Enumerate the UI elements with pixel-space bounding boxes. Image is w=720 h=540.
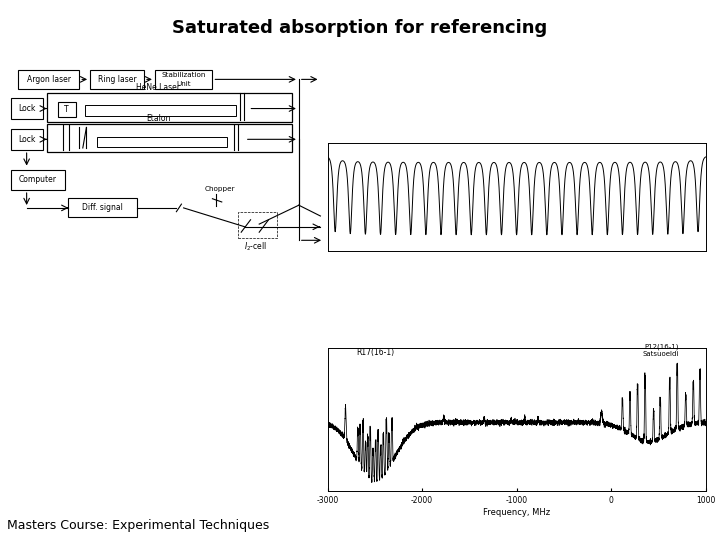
- FancyBboxPatch shape: [47, 124, 292, 152]
- FancyBboxPatch shape: [58, 102, 76, 117]
- FancyBboxPatch shape: [11, 98, 43, 119]
- FancyBboxPatch shape: [47, 93, 292, 122]
- Text: Masters Course: Experimental Techniques: Masters Course: Experimental Techniques: [7, 519, 269, 532]
- Text: Computer: Computer: [19, 176, 57, 184]
- Text: R17(16-1): R17(16-1): [356, 348, 394, 357]
- Text: Lock: Lock: [18, 135, 36, 144]
- FancyBboxPatch shape: [18, 70, 79, 89]
- Text: Argon laser: Argon laser: [27, 75, 71, 84]
- Text: Etalon: Etalon: [146, 114, 171, 123]
- Text: Chopper: Chopper: [204, 186, 235, 192]
- Text: Saturated absorption for referencing: Saturated absorption for referencing: [172, 19, 548, 37]
- FancyBboxPatch shape: [85, 105, 236, 116]
- FancyBboxPatch shape: [97, 137, 227, 147]
- FancyBboxPatch shape: [155, 70, 212, 89]
- Text: $I_2$-cell: $I_2$-cell: [244, 240, 267, 253]
- Text: Diff. signal: Diff. signal: [82, 203, 123, 212]
- Text: P12(16-1)
Satsuoeldi: P12(16-1) Satsuoeldi: [643, 343, 680, 357]
- Text: T: T: [64, 105, 69, 114]
- Text: + Phase sensitive detection
    lock-in principle: + Phase sensitive detection lock-in prin…: [441, 190, 654, 226]
- FancyBboxPatch shape: [90, 70, 144, 89]
- FancyBboxPatch shape: [11, 129, 43, 150]
- FancyBboxPatch shape: [11, 170, 65, 190]
- Text: Ring laser: Ring laser: [98, 75, 136, 84]
- Text: Lock: Lock: [18, 104, 36, 113]
- Text: Unit: Unit: [176, 80, 191, 87]
- Text: HeNe Laser: HeNe Laser: [136, 83, 181, 92]
- X-axis label: Frequency, MHz: Frequency, MHz: [483, 508, 550, 517]
- FancyBboxPatch shape: [68, 198, 137, 217]
- Text: Stabilization: Stabilization: [161, 72, 206, 78]
